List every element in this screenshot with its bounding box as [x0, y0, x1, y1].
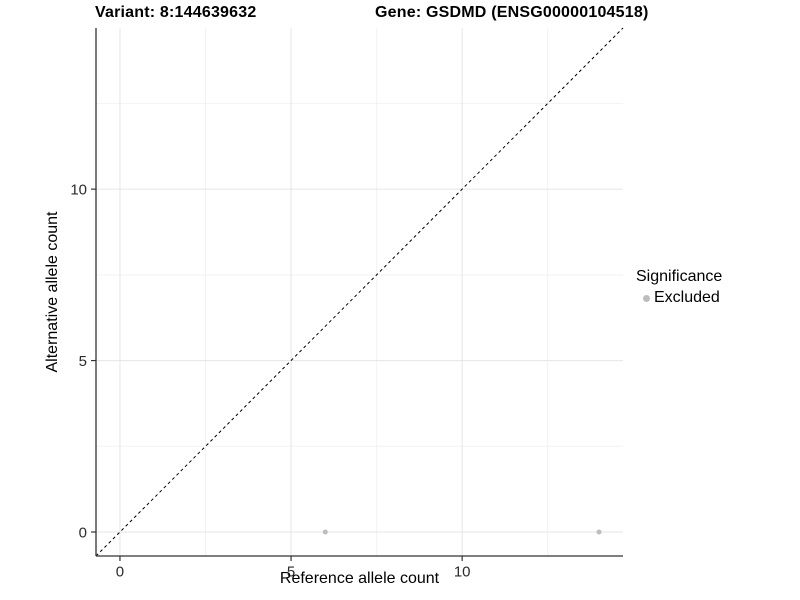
data-point: [322, 529, 328, 535]
x-axis-label: Reference allele count: [279, 570, 440, 587]
y-tick-label: 10: [70, 181, 87, 198]
legend: Significance Excluded: [636, 268, 722, 307]
identity-dashed-line: [95, 27, 624, 557]
data-point: [596, 529, 602, 535]
y-tick-label: 0: [79, 524, 87, 541]
x-tick-label: 5: [287, 563, 295, 580]
y-tick-label: 5: [79, 353, 87, 370]
x-tick-label: 10: [454, 563, 471, 580]
legend-item-excluded: Excluded: [636, 289, 722, 307]
variant-title: Variant: 8:144639632: [95, 4, 257, 21]
y-axis-label: Alternative allele count: [44, 211, 61, 373]
legend-title: Significance: [636, 268, 723, 285]
legend-item-label: Excluded: [654, 289, 720, 306]
excluded-point-icon: [643, 294, 650, 302]
x-tick-label: 0: [116, 563, 124, 580]
gene-title: Gene: GSDMD (ENSG00000104518): [375, 4, 649, 21]
